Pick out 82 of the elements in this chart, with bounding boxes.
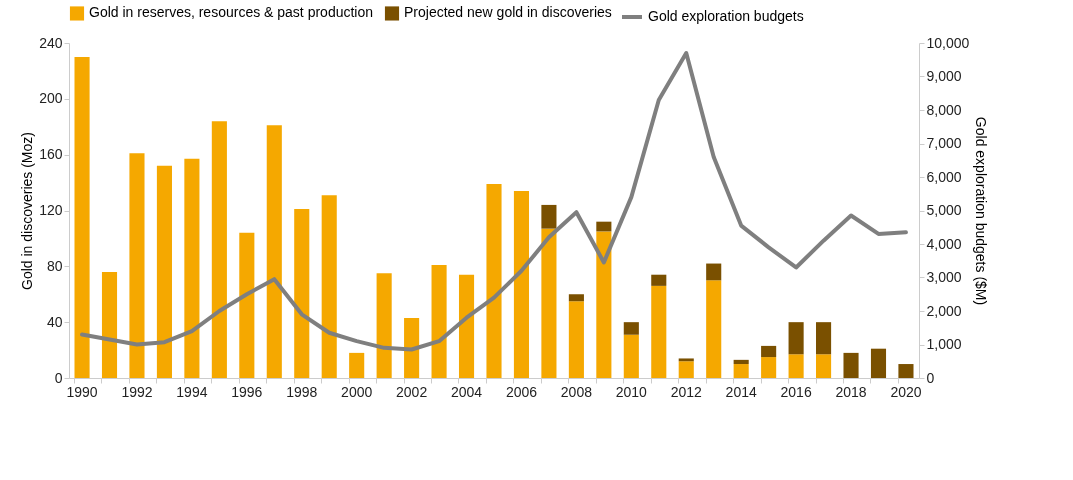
bar	[404, 317, 420, 378]
bar	[129, 153, 145, 378]
bar	[568, 294, 584, 302]
y-tick-label: 80	[46, 257, 63, 274]
x-tick-label: 1992	[121, 383, 153, 400]
legend-label: Gold exploration budgets	[648, 8, 804, 24]
y-axis-title: Gold in discoveries (Moz)	[19, 132, 36, 290]
y2-tick-label: 3,000	[926, 269, 962, 285]
x-tick-label: 2002	[396, 383, 428, 400]
bar	[321, 195, 337, 378]
x-tick-label: 1990	[66, 383, 98, 400]
x-tick-label: 2018	[835, 383, 867, 400]
bar	[239, 232, 255, 378]
bar	[568, 301, 584, 378]
x-tick-label: 2010	[615, 383, 648, 400]
x-tick-label: 2012	[670, 383, 703, 400]
line-series	[80, 51, 908, 352]
y2-tick-label: 9,000	[926, 68, 962, 84]
bar	[788, 354, 804, 378]
y2-tick-label: 8,000	[926, 101, 962, 118]
bar	[431, 264, 447, 378]
y2-tick-label: 7,000	[926, 135, 962, 151]
y-tick-label: 120	[39, 202, 63, 218]
y2-axis-title: Gold exploration budgets ($M)	[973, 116, 990, 306]
y2-tick-label: 2,000	[926, 302, 962, 319]
bar	[74, 56, 90, 378]
bar	[294, 209, 310, 378]
x-tick-label: 2004	[450, 383, 483, 400]
bar	[596, 221, 612, 232]
bar	[706, 280, 722, 378]
bar	[623, 334, 639, 378]
y-tick-label: 0	[54, 369, 63, 386]
y2-tick-label: 4,000	[926, 235, 962, 252]
bar	[101, 271, 118, 378]
x-tick-label: 2016	[780, 383, 812, 400]
y-tick-label: 240	[39, 34, 63, 51]
bar	[651, 285, 667, 378]
bar	[486, 183, 502, 378]
bar	[678, 358, 694, 362]
bar	[706, 263, 722, 281]
bar	[898, 364, 914, 378]
bar	[349, 352, 365, 378]
x-tick-label: 2008	[560, 383, 593, 400]
bar	[816, 354, 832, 378]
x-tick-label: 2000	[341, 383, 373, 400]
bar	[651, 274, 667, 286]
x-tick-label: 1996	[231, 383, 263, 400]
y2-tick-label: 1,000	[926, 336, 962, 352]
y2-tick-label: 5,000	[926, 202, 962, 218]
bar	[761, 357, 777, 378]
bar	[541, 204, 557, 229]
bar	[733, 359, 749, 365]
x-tick-label: 1994	[176, 383, 208, 400]
bar	[541, 228, 557, 378]
bar	[596, 231, 612, 378]
bar	[211, 121, 227, 378]
bar	[678, 361, 694, 378]
y-tick-label: 200	[39, 90, 63, 107]
bar	[376, 273, 392, 378]
bar	[843, 352, 859, 378]
y-tick-label: 40	[46, 313, 63, 330]
x-tick-label: 1998	[286, 383, 318, 400]
y2-tick-label: 6,000	[926, 168, 962, 185]
bar	[733, 364, 749, 378]
x-tick-label: 2014	[725, 383, 757, 400]
bar	[513, 190, 530, 378]
bar	[156, 165, 172, 378]
bar	[788, 322, 804, 355]
bar	[458, 274, 475, 378]
bar	[870, 348, 887, 378]
bar	[623, 322, 639, 335]
legend-label: Projected new gold in discoveries	[404, 4, 612, 21]
x-tick-label: 2006	[505, 383, 538, 400]
bar	[816, 322, 832, 355]
x-tick-label: 2020	[890, 383, 922, 400]
bar	[761, 345, 777, 358]
legend-label: Gold in reserves, resources & past production	[89, 4, 374, 21]
y2-tick-label: 10,000	[926, 34, 970, 51]
bar	[266, 125, 282, 378]
bar	[184, 158, 200, 378]
y-tick-label: 160	[39, 146, 63, 163]
y2-tick-label: 0	[926, 369, 935, 386]
